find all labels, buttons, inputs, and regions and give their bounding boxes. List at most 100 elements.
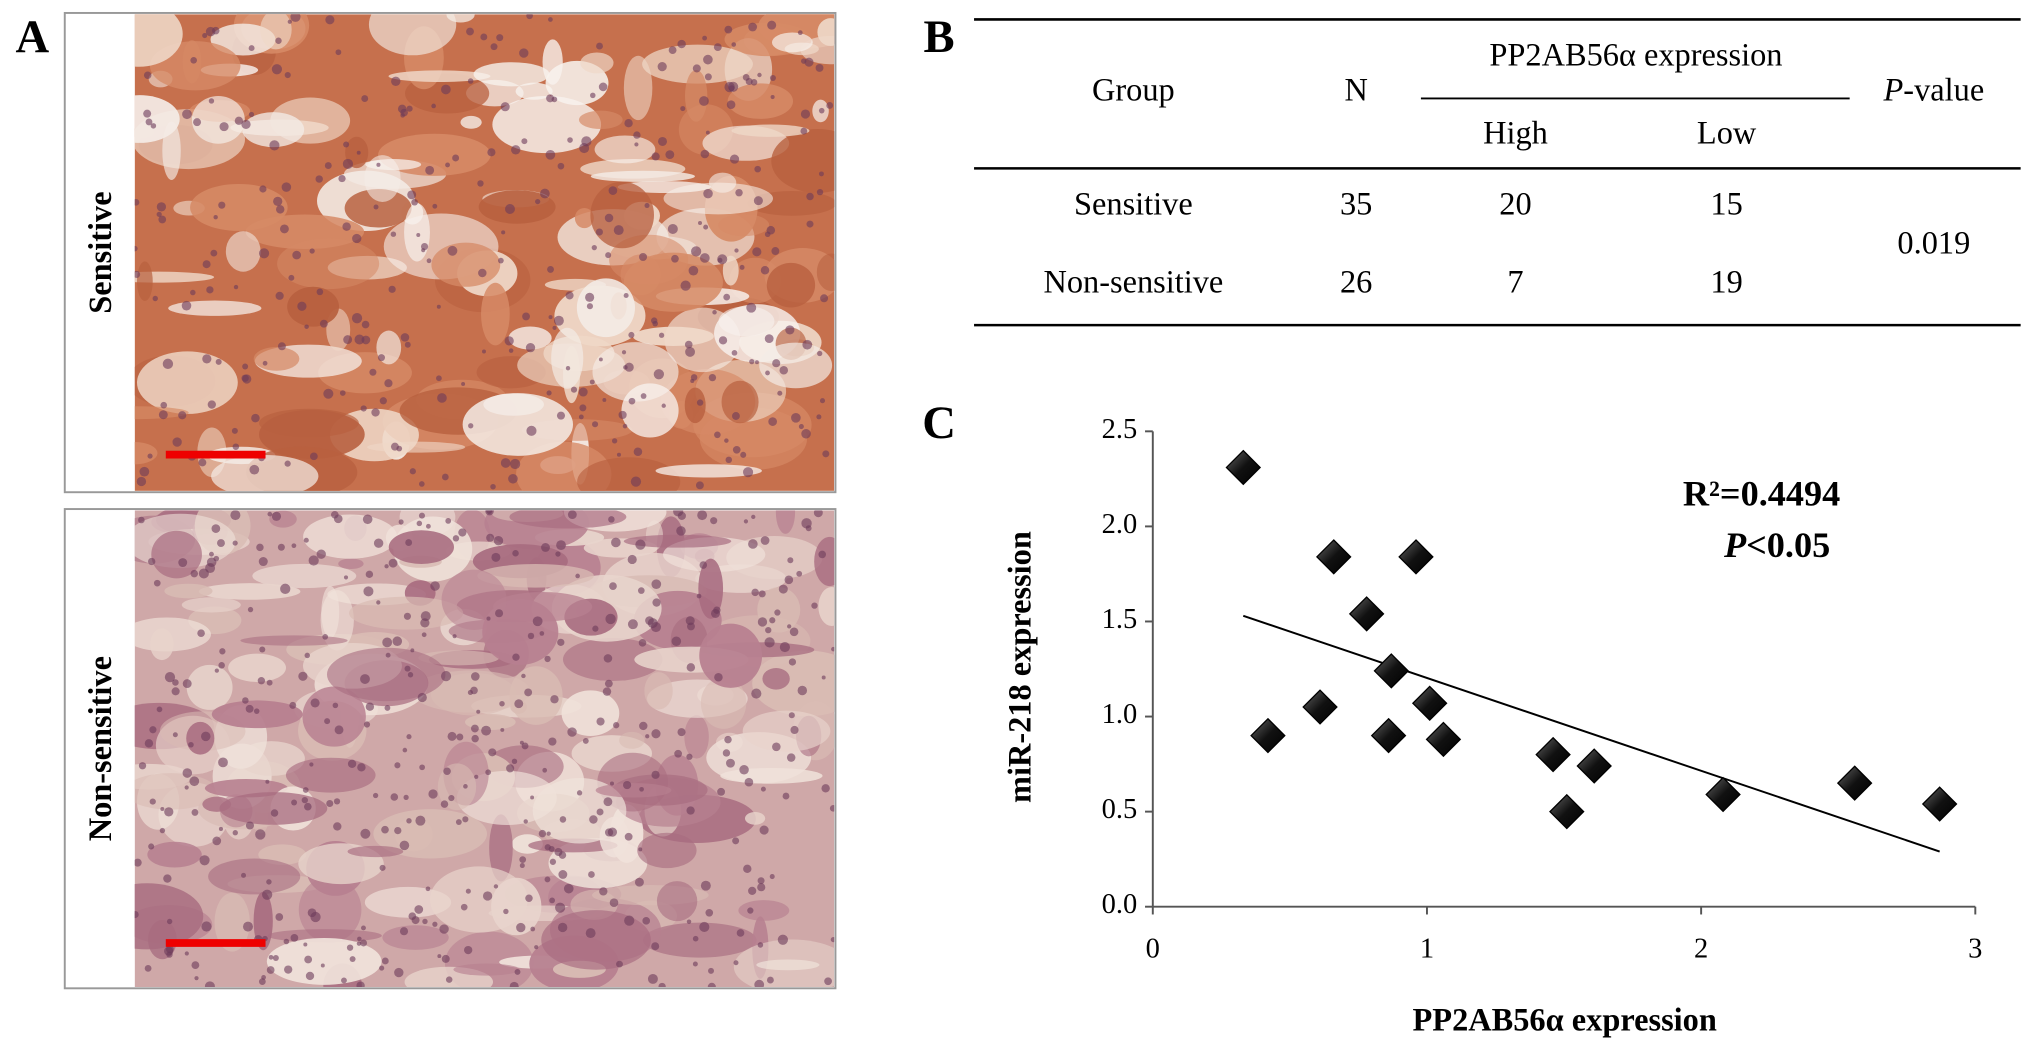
- nucleus: [616, 960, 623, 968]
- nucleus: [417, 692, 427, 703]
- nucleus: [526, 425, 537, 436]
- nucleus: [144, 739, 154, 748]
- nucleus: [813, 510, 823, 518]
- nucleus: [628, 397, 636, 405]
- p-symbol: P: [1723, 526, 1747, 566]
- nucleus: [303, 942, 308, 947]
- tissue-texture: [208, 858, 301, 895]
- nucleus: [506, 764, 515, 773]
- nucleus: [251, 413, 260, 423]
- nucleus: [470, 724, 479, 733]
- nucleus: [618, 410, 627, 420]
- nucleus: [304, 955, 313, 964]
- nucleus: [346, 944, 354, 951]
- nucleus: [166, 918, 173, 925]
- nucleus: [292, 250, 302, 260]
- nucleus: [258, 557, 268, 567]
- tissue-texture: [561, 690, 620, 736]
- nucleus: [301, 796, 308, 804]
- tissue-texture: [367, 441, 466, 453]
- nucleus: [787, 557, 794, 564]
- data-point: [1576, 748, 1612, 784]
- nucleus: [189, 776, 200, 787]
- nucleus: [234, 116, 244, 125]
- nucleus: [676, 526, 686, 536]
- nucleus: [162, 358, 174, 370]
- nucleus: [705, 908, 714, 917]
- nucleus: [425, 165, 435, 175]
- data-point: [1225, 449, 1262, 486]
- tissue-texture: [491, 877, 542, 936]
- nucleus: [182, 679, 192, 689]
- nucleus: [352, 233, 362, 244]
- nucleus: [333, 822, 342, 831]
- tissue-texture: [720, 767, 823, 784]
- nucleus: [209, 551, 214, 557]
- nucleus: [431, 103, 436, 109]
- tissue-texture: [684, 387, 706, 424]
- nucleus: [759, 825, 769, 835]
- nucleus: [500, 458, 511, 468]
- nucleus: [191, 808, 199, 816]
- nucleus: [452, 154, 460, 162]
- nucleus: [508, 348, 514, 353]
- tissue-texture: [191, 96, 245, 144]
- nucleus: [736, 929, 745, 937]
- nucleus: [830, 936, 835, 943]
- nucleus: [549, 858, 557, 865]
- nucleus: [372, 792, 379, 799]
- nucleus: [628, 331, 635, 339]
- nucleus: [671, 254, 679, 263]
- tissue-texture: [453, 963, 520, 976]
- nucleus: [519, 856, 527, 863]
- row-label: Non-sensitive: [1043, 264, 1223, 300]
- data-point: [1549, 793, 1585, 830]
- nucleus: [468, 423, 474, 429]
- nucleus: [714, 431, 721, 439]
- nucleus: [490, 43, 498, 51]
- nucleus: [339, 390, 346, 396]
- nucleus: [747, 907, 754, 914]
- nucleus: [144, 964, 152, 972]
- nucleus: [748, 22, 758, 32]
- nucleus: [555, 902, 566, 913]
- nucleus: [357, 763, 366, 772]
- nucleus: [611, 537, 621, 548]
- tissue-texture: [462, 393, 574, 456]
- nucleus: [474, 774, 479, 779]
- nucleus: [757, 883, 766, 892]
- nucleus: [555, 551, 561, 557]
- table-header: P-value: [1883, 73, 1985, 109]
- nucleus: [514, 699, 524, 709]
- table-header: PP2AB56α expression: [1489, 38, 1782, 74]
- tissue-texture: [656, 881, 698, 922]
- nucleus: [416, 233, 421, 237]
- nucleus: [448, 794, 455, 802]
- nucleus: [718, 336, 728, 345]
- nucleus: [148, 557, 156, 566]
- nucleus: [204, 981, 215, 988]
- tissue-texture: [404, 203, 430, 262]
- nucleus: [416, 520, 423, 527]
- nucleus: [275, 37, 282, 44]
- nucleus: [322, 634, 329, 640]
- nucleus: [259, 185, 267, 193]
- nucleus: [338, 174, 346, 183]
- nucleus: [273, 196, 283, 207]
- nucleus: [743, 519, 749, 524]
- nucleus: [381, 825, 389, 834]
- nucleus: [764, 231, 771, 238]
- nucleus: [602, 398, 607, 402]
- nucleus: [280, 583, 291, 594]
- nucleus: [544, 876, 551, 883]
- nucleus: [394, 826, 402, 835]
- nucleus: [419, 764, 425, 771]
- tissue-texture: [388, 530, 454, 564]
- nucleus: [247, 606, 254, 613]
- nucleus: [548, 845, 555, 853]
- nucleus: [259, 646, 266, 653]
- nucleus: [713, 43, 722, 52]
- nucleus: [519, 48, 529, 58]
- nucleus: [717, 787, 725, 796]
